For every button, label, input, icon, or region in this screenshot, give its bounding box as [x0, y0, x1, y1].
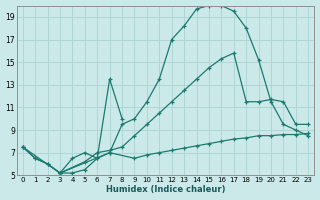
X-axis label: Humidex (Indice chaleur): Humidex (Indice chaleur)	[106, 185, 225, 194]
